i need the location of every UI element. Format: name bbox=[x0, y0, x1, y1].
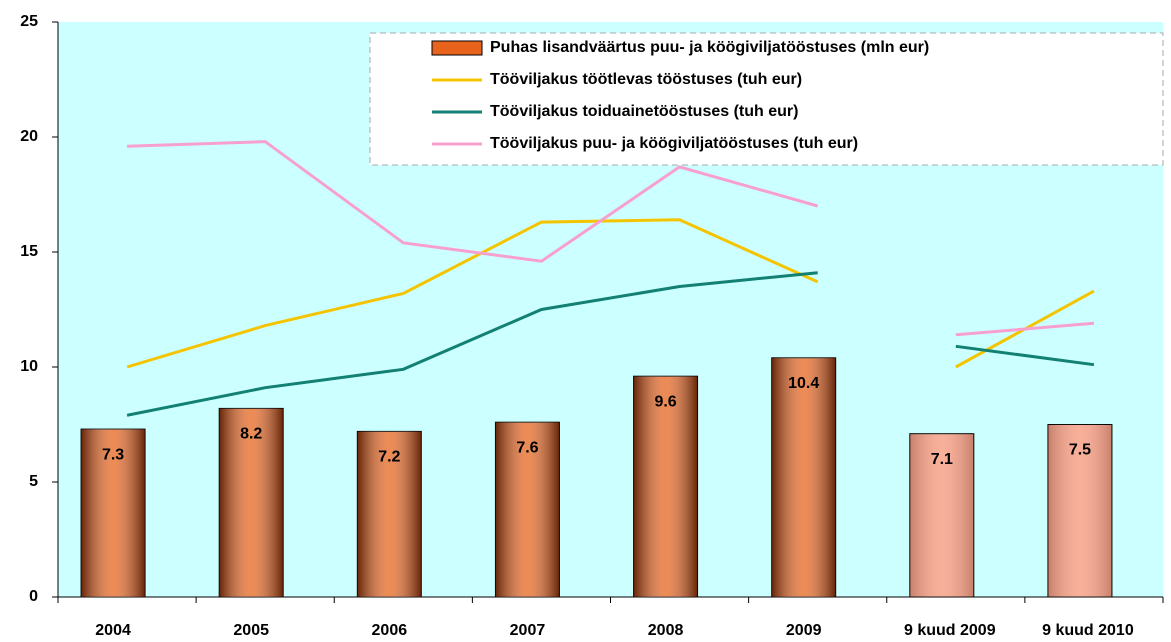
bar-value-label: 8.2 bbox=[240, 426, 262, 443]
x-tick-label: 9 kuud 2009 bbox=[904, 622, 996, 639]
legend-label: Tööviljakus töötlevas tööstuses (tuh eur… bbox=[490, 71, 802, 88]
x-tick-label: 9 kuud 2010 bbox=[1042, 622, 1134, 639]
legend-label: Puhas lisandväärtus puu- ja köögiviljatö… bbox=[490, 39, 929, 56]
bar-value-label: 10.4 bbox=[788, 375, 819, 392]
y-tick-label: 0 bbox=[29, 588, 38, 605]
bar-value-label: 7.3 bbox=[102, 446, 124, 463]
y-tick-label: 5 bbox=[29, 473, 38, 490]
bar-shade bbox=[1047, 424, 1112, 597]
bar-shade bbox=[219, 408, 284, 597]
legend-swatch bbox=[431, 40, 483, 56]
y-tick-label: 15 bbox=[20, 243, 38, 260]
bar-value-label: 9.6 bbox=[654, 393, 676, 410]
bar-value-label: 7.1 bbox=[931, 451, 953, 468]
line-series bbox=[127, 140, 1095, 337]
legend-box bbox=[369, 32, 1164, 166]
legend: Puhas lisandväärtus puu- ja köögiviljatö… bbox=[369, 32, 1164, 166]
x-tick-label: 2008 bbox=[648, 622, 684, 639]
line-series bbox=[126, 271, 1095, 417]
bar-shade bbox=[81, 429, 146, 597]
x-tick-label: 2007 bbox=[510, 622, 546, 639]
y-tick-label: 10 bbox=[20, 358, 38, 375]
bar-value-label: 7.5 bbox=[1069, 442, 1091, 459]
x-tick-label: 2004 bbox=[95, 622, 131, 639]
bar-shade bbox=[495, 422, 560, 597]
x-tick-label: 2009 bbox=[786, 622, 822, 639]
bar-value-label: 7.6 bbox=[516, 439, 538, 456]
bar-shade bbox=[357, 431, 422, 597]
bar-shade bbox=[909, 433, 974, 597]
x-tick-label: 2005 bbox=[233, 622, 269, 639]
x-tick-label: 2006 bbox=[372, 622, 408, 639]
y-tick-label: 25 bbox=[20, 13, 38, 30]
legend-label: Tööviljakus puu- ja köögiviljatööstuses … bbox=[490, 135, 858, 152]
legend-label: Tööviljakus toiduainetööstuses (tuh eur) bbox=[490, 103, 798, 120]
y-tick-label: 20 bbox=[20, 128, 38, 145]
bar-shade bbox=[633, 376, 698, 597]
bar-shade bbox=[771, 357, 836, 597]
bar-value-label: 7.2 bbox=[378, 449, 400, 466]
